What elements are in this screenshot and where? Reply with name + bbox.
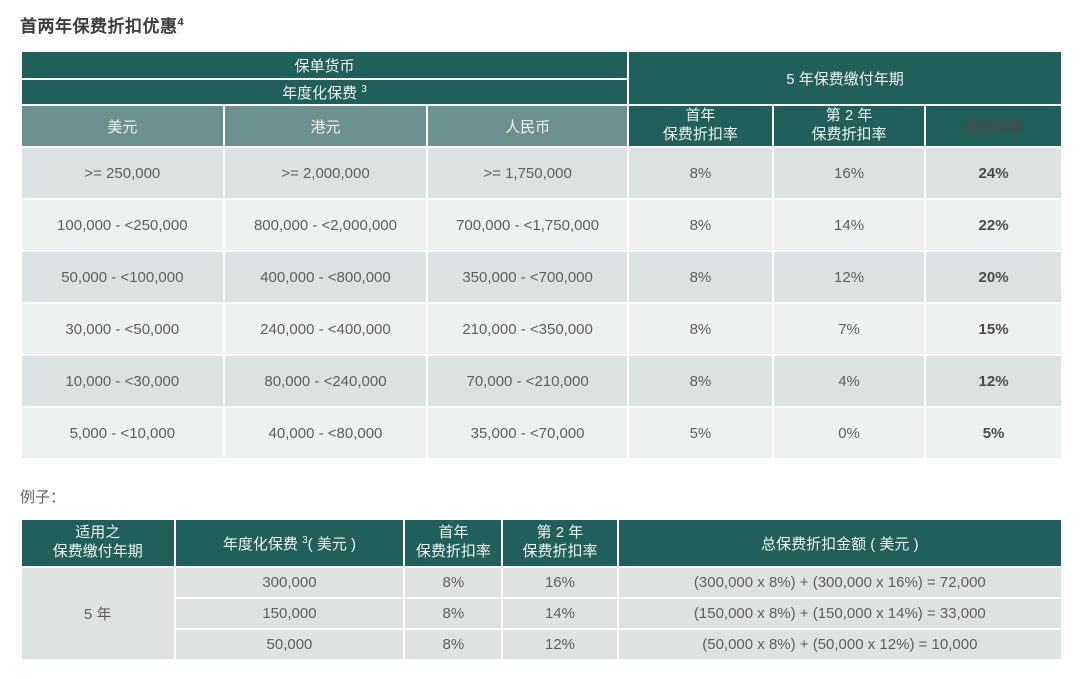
example-label: 例子：: [20, 489, 66, 506]
cell-second-year-rate: 12%: [503, 630, 617, 659]
cell-premium: 150,000: [175, 599, 404, 628]
cell-usd-range: 5,000 - <10,000: [22, 408, 223, 458]
cell-premium: 300,000: [175, 568, 404, 597]
cell-total-rate: 12%: [926, 356, 1061, 406]
example-row: 50,000 8% 12% (50,000 x 8%) + (50,000 x …: [22, 630, 1061, 659]
cell-cny-range: 210,000 - <350,000: [428, 304, 627, 354]
cell-second-year-rate: 4%: [773, 356, 925, 406]
footnote-marker-3: 3: [302, 534, 308, 546]
cell-usd-range: >= 250,000: [22, 148, 223, 198]
cell-hkd-range: >= 2,000,000: [224, 148, 427, 198]
column-header-hkd: 港元: [224, 106, 427, 146]
cell-usd-range: 30,000 - <50,000: [22, 304, 223, 354]
cell-hkd-range: 240,000 - <400,000: [224, 304, 427, 354]
cell-discount-formula: (150,000 x 8%) + (150,000 x 14%) = 33,00…: [618, 599, 1061, 628]
table-row: 5,000 - <10,000 40,000 - <80,000 35,000 …: [22, 408, 1061, 458]
table-row: 30,000 - <50,000 240,000 - <400,000 210,…: [22, 304, 1061, 354]
cell-second-year-rate: 16%: [503, 568, 617, 597]
page-title: 首两年保费折扣优惠4: [20, 12, 1063, 37]
cell-payment-term: 5 年: [22, 568, 174, 659]
cell-first-year-rate: 8%: [628, 252, 772, 302]
cell-cny-range: >= 1,750,000: [428, 148, 627, 198]
cell-second-year-rate: 14%: [773, 200, 925, 250]
header-policy-currency: 保单货币: [22, 52, 627, 78]
cell-first-year-rate: 8%: [405, 630, 502, 659]
cell-discount-formula: (300,000 x 8%) + (300,000 x 16%) = 72,00…: [618, 568, 1061, 597]
column-header-usd: 美元: [22, 106, 223, 146]
cell-premium: 50,000: [175, 630, 404, 659]
example-row: 150,000 8% 14% (150,000 x 8%) + (150,000…: [22, 599, 1061, 628]
column-header-total-discount-amount: 总保费折扣金额 ( 美元 ): [618, 520, 1061, 566]
footnote-marker-4: 4: [177, 16, 185, 29]
column-header-cny: 人民币: [428, 106, 627, 146]
table-row: >= 250,000 >= 2,000,000 >= 1,750,000 8% …: [22, 148, 1061, 198]
cell-second-year-rate: 14%: [503, 599, 617, 628]
column-header-second-year-rate: 第 2 年 保费折扣率: [503, 520, 617, 566]
cell-first-year-rate: 5%: [628, 408, 772, 458]
example-header-row: 适用之 保费缴付年期 年度化保费 3( 美元 ) 首年 保费折扣率 第 2 年 …: [22, 520, 1061, 566]
page-title-text: 首两年保费折扣优惠: [20, 17, 178, 36]
annualized-premium-text: 年度化保费: [282, 84, 358, 102]
cell-hkd-range: 80,000 - <240,000: [224, 356, 427, 406]
cell-second-year-rate: 12%: [773, 252, 925, 302]
cell-first-year-rate: 8%: [628, 356, 772, 406]
header-row-annualized-premium: 年度化保费 3: [22, 80, 1061, 104]
cell-first-year-rate: 8%: [405, 568, 502, 597]
header-row-policy-currency: 保单货币 5 年保费缴付年期: [22, 52, 1061, 104]
cell-hkd-range: 800,000 - <2,000,000: [224, 200, 427, 250]
cell-total-rate: 15%: [926, 304, 1061, 354]
cell-second-year-rate: 0%: [773, 408, 925, 458]
cell-second-year-rate: 16%: [773, 148, 925, 198]
cell-first-year-rate: 8%: [628, 304, 772, 354]
document-page: 首两年保费折扣优惠4 保单货币 5 年保费缴付年期 年度化保费 3 美元 港元 …: [20, 12, 1063, 661]
discount-tiers-table: 保单货币 5 年保费缴付年期 年度化保费 3 美元 港元 人民币 首年 保费折扣…: [20, 50, 1063, 460]
cell-usd-range: 50,000 - <100,000: [22, 252, 223, 302]
footnote-marker-3: 3: [361, 83, 367, 95]
cell-hkd-range: 40,000 - <80,000: [224, 408, 427, 458]
cell-usd-range: 100,000 - <250,000: [22, 200, 223, 250]
header-row-columns: 美元 港元 人民币 首年 保费折扣率 第 2 年 保费折扣率 总折扣率: [22, 106, 1061, 146]
column-header-first-year-rate: 首年 保费折扣率: [628, 106, 772, 146]
example-table: 适用之 保费缴付年期 年度化保费 3( 美元 ) 首年 保费折扣率 第 2 年 …: [20, 518, 1063, 661]
cell-hkd-range: 400,000 - <800,000: [224, 252, 427, 302]
cell-discount-formula: (50,000 x 8%) + (50,000 x 12%) = 10,000: [618, 630, 1061, 659]
column-header-total-rate: 总折扣率: [926, 106, 1061, 146]
example-row: 5 年 300,000 8% 16% (300,000 x 8%) + (300…: [22, 568, 1061, 659]
cell-first-year-rate: 8%: [628, 148, 772, 198]
cell-cny-range: 70,000 - <210,000: [428, 356, 627, 406]
column-header-annualized-premium-usd: 年度化保费 3( 美元 ): [175, 520, 404, 566]
column-header-second-year-rate: 第 2 年 保费折扣率: [773, 106, 925, 146]
cell-total-rate: 5%: [926, 408, 1061, 458]
header-annualized-premium: 年度化保费 3: [22, 80, 627, 104]
cell-first-year-rate: 8%: [628, 200, 772, 250]
cell-cny-range: 35,000 - <70,000: [428, 408, 627, 458]
premium-header-text: 年度化保费: [222, 535, 298, 553]
table-row: 100,000 - <250,000 800,000 - <2,000,000 …: [22, 200, 1061, 250]
cell-first-year-rate: 8%: [405, 599, 502, 628]
column-header-applicable-term: 适用之 保费缴付年期: [22, 520, 174, 566]
cell-total-rate: 20%: [926, 252, 1061, 302]
cell-usd-range: 10,000 - <30,000: [22, 356, 223, 406]
cell-cny-range: 350,000 - <700,000: [428, 252, 627, 302]
column-header-first-year-rate: 首年 保费折扣率: [405, 520, 502, 566]
table-row: 10,000 - <30,000 80,000 - <240,000 70,00…: [22, 356, 1061, 406]
cell-cny-range: 700,000 - <1,750,000: [428, 200, 627, 250]
cell-total-rate: 24%: [926, 148, 1061, 198]
cell-second-year-rate: 7%: [773, 304, 925, 354]
cell-total-rate: 22%: [926, 200, 1061, 250]
header-payment-term: 5 年保费缴付年期: [628, 52, 1061, 104]
premium-header-currency: ( 美元 ): [307, 535, 356, 553]
table-row: 50,000 - <100,000 400,000 - <800,000 350…: [22, 252, 1061, 302]
